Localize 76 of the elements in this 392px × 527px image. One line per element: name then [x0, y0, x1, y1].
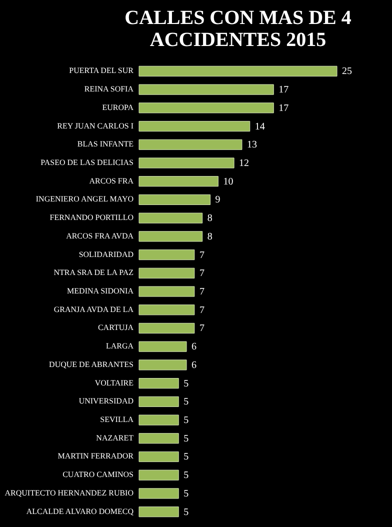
y-tick-label: CARTUJA — [98, 323, 134, 332]
y-tick-label: SOLIDARIDAD — [78, 250, 134, 259]
bar — [138, 506, 179, 518]
data-label: 5 — [184, 452, 189, 463]
bar — [138, 139, 242, 150]
data-label: 13 — [246, 140, 257, 151]
data-label: 5 — [184, 378, 189, 390]
data-label: 6 — [192, 342, 197, 353]
data-label: 5 — [184, 506, 189, 518]
y-tick-label: INGENIERO ANGEL MAYO — [36, 194, 134, 204]
bar — [138, 212, 203, 224]
y-tick-label: DUQUE DE ABRANTES — [49, 360, 134, 369]
data-label: 8 — [207, 231, 212, 242]
y-tick-label: UNIVERSIDAD — [78, 396, 134, 406]
data-label: 5 — [184, 470, 189, 482]
bar — [138, 414, 179, 426]
data-label: 7 — [199, 250, 204, 261]
y-tick-label: MARTIN FERRADOR — [58, 452, 134, 461]
bar — [138, 268, 195, 278]
y-tick-label: ALCALDE ALVARO DOMECQ — [26, 506, 134, 516]
y-tick-label: PASEO DE LAS DELICIAS — [40, 158, 134, 167]
y-tick-label: ARQUITECTO HERNANDEZ RUBIO — [4, 488, 134, 498]
bar — [138, 249, 195, 260]
bar — [138, 194, 211, 205]
y-tick-label: MEDINA SIDONIA — [67, 286, 134, 296]
bar — [138, 378, 179, 389]
bar — [138, 470, 179, 480]
y-tick-label: CUATRO CAMINOS — [62, 470, 134, 480]
chart-title: CALLES CON MAS DE 4 ACCIDENTES 2015 — [124, 7, 352, 51]
data-label: 8 — [207, 213, 212, 224]
y-tick-label: PUERTA DEL SUR — [69, 66, 134, 76]
data-label: 5 — [184, 433, 189, 444]
data-label: 9 — [215, 194, 220, 206]
bar — [138, 396, 179, 407]
data-label: 7 — [199, 286, 204, 298]
y-tick-label: REY JUAN CARLOS I — [57, 121, 134, 130]
data-label: 17 — [278, 84, 289, 96]
y-tick-label: FERNANDO PORTILLO — [50, 213, 134, 222]
bar — [138, 360, 187, 370]
data-label: 10 — [223, 176, 234, 188]
y-tick-label: BLAS INFANTE — [77, 140, 134, 149]
data-label: 12 — [239, 158, 250, 169]
y-tick-label: NAZARET — [96, 433, 134, 442]
data-label: 5 — [184, 396, 189, 408]
bar — [138, 66, 338, 76]
y-tick-label: EUROPA — [102, 102, 134, 112]
bar — [138, 451, 179, 462]
y-tick-label: GRANJA AVDA DE LA — [54, 304, 134, 314]
data-label: 25 — [342, 66, 352, 78]
data-label: 7 — [199, 323, 204, 334]
bar — [138, 102, 274, 114]
y-tick-label: ARCOS FRA — [89, 176, 134, 186]
y-tick-label: LARGA — [106, 342, 134, 351]
bar — [138, 341, 187, 352]
bar — [138, 304, 195, 316]
data-label: 7 — [199, 268, 204, 280]
data-label: 5 — [184, 415, 189, 426]
data-label: 17 — [278, 102, 289, 114]
bar — [138, 158, 234, 168]
data-label: 14 — [254, 121, 265, 132]
y-tick-label: VOLTAIRE — [94, 378, 134, 388]
bar — [138, 322, 195, 334]
bar — [138, 488, 179, 499]
y-tick-label: NTRA SRA DE LA PAZ — [54, 268, 134, 278]
y-tick-label: REINA SOFIA — [84, 84, 134, 94]
bar — [138, 176, 218, 187]
bar — [138, 84, 274, 95]
data-label: 5 — [184, 488, 189, 500]
bar — [138, 231, 203, 242]
bar — [138, 120, 250, 132]
data-label: 6 — [192, 360, 197, 371]
y-tick-label: ARCOS FRA AVDA — [66, 231, 134, 240]
bar — [138, 433, 179, 444]
bar — [138, 286, 195, 297]
data-label: 7 — [199, 304, 204, 316]
y-tick-label: SEVILLA — [100, 415, 134, 424]
